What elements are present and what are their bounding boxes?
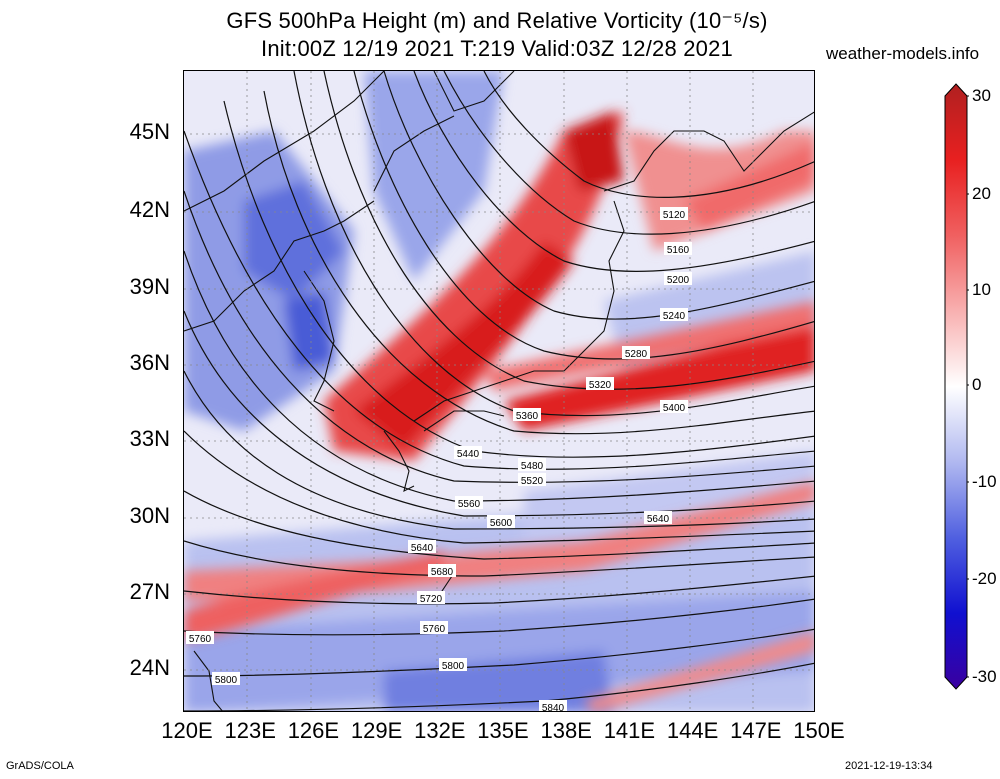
contour-label: 5560	[458, 499, 481, 510]
contour-label: 5480	[521, 461, 544, 472]
contour-label-bg	[455, 496, 483, 509]
lat-label: 30N	[129, 503, 170, 528]
lon-label: 123E	[224, 718, 276, 743]
contour-label: 5160	[667, 245, 690, 256]
colorbar-tick-label: 0	[972, 375, 982, 394]
contour-label-bg	[664, 242, 692, 255]
lon-label: 120E	[161, 718, 213, 743]
contour-label: 5600	[490, 518, 513, 529]
contour-label-bg	[454, 446, 482, 459]
contour-label-bg	[664, 272, 692, 285]
site-credit: weather-models.info	[826, 44, 980, 63]
contour-label: 5360	[516, 411, 539, 422]
contour-label: 5680	[431, 567, 454, 578]
map-title: GFS 500hPa Height (m) and Relative Vorti…	[226, 8, 768, 33]
contour-label-bg	[408, 540, 436, 553]
footer-software: GrADS/COLA	[6, 760, 74, 772]
contour-label: 5720	[420, 594, 443, 605]
colorbar-tick-label: -10	[972, 472, 997, 491]
contour-label-bg	[513, 408, 541, 421]
lat-label: 24N	[129, 655, 170, 680]
lat-label: 42N	[129, 197, 170, 222]
positive-vorticity-areas	[184, 111, 814, 711]
contour-label-bg	[212, 672, 240, 685]
vorticity-map: 5120 5160 5200 5240 5280 5320 5360 5400 5440 5480…	[183, 70, 815, 712]
lon-label: 141E	[603, 718, 656, 743]
contour-label-bg	[487, 515, 515, 528]
contour-label-bg	[428, 564, 456, 577]
lat-label: 33N	[129, 426, 170, 451]
colorbar-tick-label: 30	[972, 86, 991, 105]
contour-label: 5200	[667, 275, 690, 286]
contour-label: 5240	[663, 311, 686, 322]
contour-label-bg	[439, 658, 467, 671]
lon-label: 135E	[477, 718, 529, 743]
contour-label: 5800	[215, 675, 238, 686]
lon-label: 147E	[730, 718, 782, 743]
contour-label-bg	[622, 346, 650, 359]
lon-label: 129E	[350, 718, 403, 743]
footer-timestamp: 2021-12-19-13:34	[845, 760, 933, 772]
lon-label: 138E	[540, 718, 592, 743]
contour-label-bg	[539, 700, 567, 711]
contour-label: 5280	[625, 349, 648, 360]
contour-label: 5760	[189, 634, 212, 645]
lat-label: 39N	[129, 274, 170, 299]
map-canvas: 5120 5160 5200 5240 5280 5320 5360 5400 5440 5480…	[184, 71, 814, 712]
contour-label: 5520	[521, 476, 544, 487]
colorbar-tick-label: -30	[972, 667, 997, 686]
contour-label: 5800	[442, 661, 465, 672]
colorbar-tick-label: 20	[972, 184, 991, 203]
graticule	[184, 71, 814, 711]
contour-label: 5640	[411, 543, 434, 554]
contour-label-bg	[660, 207, 688, 220]
contour-label: 5120	[663, 210, 686, 221]
contour-label-bg	[660, 400, 688, 413]
contour-label: 5840	[542, 703, 565, 712]
lon-label: 126E	[287, 718, 340, 743]
contour-label-bg	[586, 377, 614, 390]
contour-label: 5440	[457, 449, 480, 460]
contour-label-bg	[518, 473, 546, 486]
contour-label-bg	[420, 621, 448, 634]
lat-label: 45N	[129, 119, 170, 144]
map-subtitle: Init:00Z 12/19 2021 T:219 Valid:03Z 12/2…	[261, 36, 733, 61]
contour-label-bg	[186, 631, 214, 644]
lat-label: 36N	[129, 350, 170, 375]
colorbar-tick-label: -20	[972, 569, 997, 588]
lat-label: 27N	[129, 579, 170, 604]
contour-label-bg	[417, 591, 445, 604]
contour-label: 5400	[663, 403, 686, 414]
lon-label: 132E	[414, 718, 466, 743]
contour-label-bg	[518, 458, 546, 471]
contour-label-bg	[660, 308, 688, 321]
colorbar	[944, 83, 969, 690]
contour-label: 5640	[647, 514, 670, 525]
lon-label: 150E	[793, 718, 845, 743]
colorbar-tick-label: 10	[972, 280, 991, 299]
contour-label: 5760	[423, 624, 446, 635]
contour-label: 5320	[589, 380, 612, 391]
lon-label: 144E	[666, 718, 719, 743]
contour-labels: 5120 5160 5200 5240 5280 5320 5360 5400 5440 5480…	[186, 207, 692, 712]
contour-label-bg	[644, 511, 672, 524]
